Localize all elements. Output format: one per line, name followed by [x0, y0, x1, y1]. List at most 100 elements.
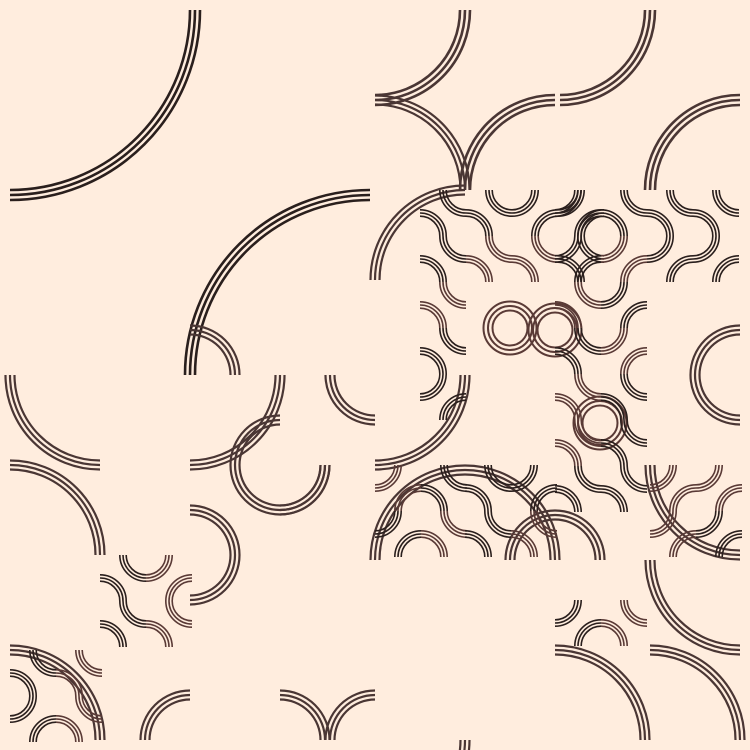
arc-stroke [328, 374, 376, 422]
ring-stroke [491, 309, 529, 347]
arc-stroke [400, 536, 422, 558]
arc-stroke [374, 9, 462, 97]
arc-stroke [9, 459, 106, 556]
arc-stroke [443, 464, 468, 489]
arc-stroke [695, 510, 723, 538]
arc-stroke [439, 189, 467, 217]
arc-stroke [554, 304, 579, 329]
arc-stroke [29, 715, 57, 743]
arc-stroke [504, 509, 556, 561]
arc-stroke [574, 255, 602, 283]
arc-stroke [75, 649, 103, 677]
arc-stroke [419, 353, 441, 375]
arc-stroke [9, 669, 37, 697]
arc-stroke [189, 328, 237, 376]
arc-stroke [649, 464, 671, 486]
arc-stroke [324, 374, 376, 426]
arc-stroke [577, 465, 602, 490]
arc-stroke [511, 255, 539, 283]
arc-stroke [510, 464, 535, 489]
arc-stroke [554, 353, 576, 375]
arc-stroke [580, 419, 602, 441]
arc-stroke [577, 327, 602, 352]
arc-stroke [229, 414, 281, 466]
arc-stroke [171, 600, 193, 622]
arc-stroke [420, 536, 442, 558]
arc-stroke [78, 695, 103, 720]
arc-stroke [78, 649, 103, 674]
arc-stroke [600, 399, 622, 421]
arc-stroke [577, 281, 602, 306]
arc-stroke [534, 235, 559, 260]
arc-stroke [626, 599, 648, 621]
arc-stroke [653, 464, 741, 552]
arc-stroke [229, 464, 281, 516]
arc-stroke [439, 281, 467, 309]
arc-stroke [168, 577, 193, 602]
arc-stroke [419, 347, 447, 375]
arc-stroke [55, 715, 83, 743]
arc-stroke [554, 513, 602, 561]
arc-stroke [623, 304, 648, 329]
arc-stroke [9, 672, 34, 697]
arc-stroke [445, 189, 467, 211]
arc-stroke [623, 350, 648, 375]
arc-stroke [35, 649, 57, 671]
arc-stroke [574, 327, 602, 355]
arc-stroke [490, 464, 512, 486]
arc-stroke [669, 189, 694, 214]
arc-stroke [530, 510, 558, 538]
arc-stroke [669, 530, 697, 558]
arc-stroke [465, 255, 493, 283]
arc-stroke [145, 620, 173, 648]
arc-stroke [672, 261, 694, 283]
arc-stroke [600, 396, 625, 421]
arc-stroke [554, 485, 582, 513]
arc-stroke [554, 509, 606, 561]
arc-stroke [55, 669, 83, 697]
arc-stroke [9, 695, 31, 717]
arc-stroke [695, 510, 720, 535]
arc-stroke [646, 209, 674, 237]
arc-stroke [9, 463, 102, 556]
arc-stroke [419, 212, 444, 237]
arc-stroke [554, 189, 576, 211]
arc-stroke [698, 374, 741, 417]
arc-stroke [374, 510, 402, 538]
arc-stroke [419, 304, 444, 329]
arc-stroke [600, 619, 628, 647]
arc-stroke [653, 559, 741, 647]
arc-stroke [238, 464, 281, 507]
arc-stroke [580, 261, 602, 283]
arc-stroke [419, 373, 447, 401]
arc-stroke [419, 255, 447, 283]
arc-stroke [620, 347, 648, 375]
arc-stroke [233, 418, 281, 466]
arc-stroke [510, 530, 538, 558]
arc-stroke [533, 487, 558, 512]
arc-stroke [530, 484, 558, 512]
arc-stroke [554, 307, 576, 329]
arc-stroke [484, 510, 512, 538]
arc-stroke [333, 374, 376, 417]
arc-stroke [440, 510, 468, 538]
arc-stroke [189, 333, 232, 376]
arc-stroke [536, 490, 558, 512]
arc-stroke [165, 600, 193, 628]
arc-stroke [620, 255, 648, 283]
arc-stroke [510, 464, 538, 492]
arc-stroke [695, 464, 717, 486]
arc-stroke [420, 533, 445, 558]
arc-stroke [715, 258, 740, 283]
arc-stroke [125, 600, 147, 622]
arc-stroke [510, 536, 532, 558]
arc-stroke [419, 261, 441, 283]
arc-stroke [554, 396, 579, 421]
arc-stroke [580, 327, 602, 349]
arc-stroke [446, 510, 468, 532]
arc-stroke [35, 721, 57, 743]
arc-stroke [189, 504, 241, 556]
arc-stroke [692, 235, 720, 263]
arc-stroke [511, 189, 539, 217]
arc-stroke [698, 333, 741, 376]
